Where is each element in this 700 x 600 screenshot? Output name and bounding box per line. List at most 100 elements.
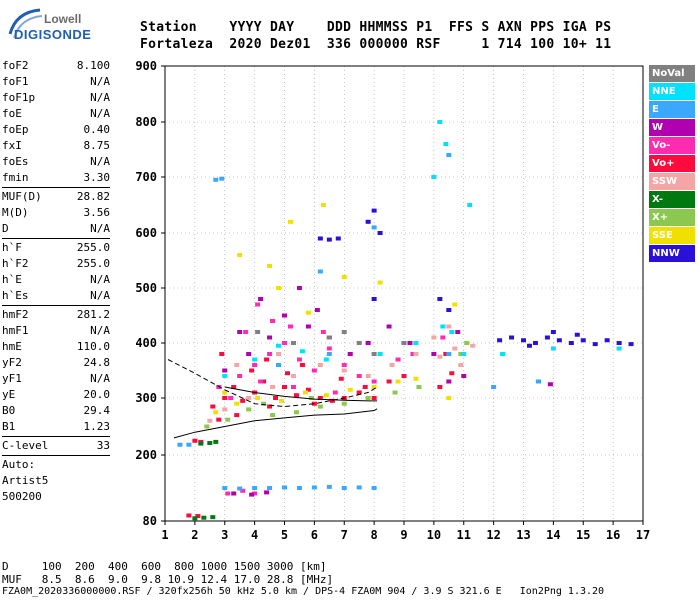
data-point-sse <box>276 286 282 290</box>
data-point-noval <box>401 341 407 345</box>
param-value: 281.2 <box>76 308 110 321</box>
data-point-x <box>317 404 323 409</box>
data-point-nne <box>437 120 443 124</box>
x-tick-label: 6 <box>311 528 318 542</box>
data-point-x <box>458 352 464 356</box>
data-point-vo <box>243 330 249 334</box>
data-point-nnw <box>521 338 526 343</box>
param-value: 28.82 <box>76 190 110 203</box>
y-tick-label: 900 <box>135 59 157 73</box>
data-point-vo <box>186 513 192 518</box>
param-row: h`E N/A <box>2 272 110 288</box>
data-point-nne <box>323 357 329 362</box>
data-point-vo <box>395 357 401 362</box>
param-label: yF2 <box>2 356 22 369</box>
data-point-vo <box>192 438 198 443</box>
data-point-nnw <box>526 343 532 348</box>
param-row: yF1 N/A <box>2 371 110 387</box>
polarization-legend: NoVal NNE E W Vo- Vo+ SSW X- X+ SSE NNW <box>649 65 695 263</box>
data-point-sse <box>452 302 458 307</box>
param-value: 24.8 <box>83 356 111 369</box>
data-point-ssw <box>246 396 252 400</box>
data-point-vo <box>293 393 299 398</box>
footer-d-line: D 100 200 400 600 800 1000 1500 3000 [km… <box>2 560 327 573</box>
param-label: D <box>2 222 9 235</box>
data-point-x <box>225 417 231 422</box>
data-point-vo <box>341 363 347 367</box>
param-row: C-level 33 <box>2 438 110 454</box>
data-point-vo <box>231 385 237 389</box>
legend-item-nne: NNE <box>649 83 695 101</box>
data-point-w <box>365 341 371 345</box>
y-tick-label: 400 <box>135 336 157 350</box>
x-tick-label: 3 <box>221 528 228 542</box>
param-row: foF1 N/A <box>2 74 110 90</box>
data-point-vo <box>356 374 362 378</box>
param-row: foEs N/A <box>2 154 110 170</box>
data-point-e <box>222 486 228 490</box>
data-point-vo <box>299 363 305 367</box>
param-row: hmE 110.0 <box>2 339 110 355</box>
data-point-sse <box>347 387 353 392</box>
data-point-ssw <box>207 418 213 423</box>
data-point-vo <box>261 379 267 384</box>
data-point-vo <box>267 404 273 409</box>
data-point-e <box>213 177 219 182</box>
data-point-nnw <box>371 208 377 213</box>
data-point-w <box>314 308 320 312</box>
data-point-ssw <box>452 346 458 351</box>
param-value: 8.75 <box>83 139 111 152</box>
param-label: foEp <box>2 123 29 136</box>
data-point-sse <box>305 310 311 315</box>
data-point-x <box>246 407 252 412</box>
data-point-ssw <box>470 343 476 348</box>
param-label: foEs <box>2 155 29 168</box>
param-row: foE N/A <box>2 106 110 122</box>
data-point-nne <box>461 352 467 356</box>
data-point-ssw <box>365 374 371 378</box>
param-row: foEp 0.40 <box>2 122 110 138</box>
data-point-e <box>535 379 541 384</box>
data-point-vo <box>240 398 246 403</box>
param-value: N/A <box>90 372 110 385</box>
data-point-x <box>464 341 470 345</box>
param-value: 255.0 <box>76 241 110 254</box>
data-point-e <box>326 484 332 489</box>
data-point-nnw <box>532 341 538 345</box>
param-row: hmF1 N/A <box>2 323 110 339</box>
data-point-w <box>305 324 311 329</box>
data-point-ssw <box>431 335 437 340</box>
param-row: MUF(D) 28.82 <box>2 189 110 205</box>
data-point-vo <box>267 352 273 356</box>
header-values: Fortaleza 2020 Dez01 336 000000 RSF 1 71… <box>140 37 612 52</box>
param-row: D N/A <box>2 221 110 237</box>
data-point-w <box>461 374 467 378</box>
data-point-nnw <box>446 308 452 312</box>
x-tick-label: 12 <box>486 528 500 542</box>
param-label: hmF2 <box>2 308 29 321</box>
data-point-nnw <box>544 335 550 340</box>
data-point-x <box>392 390 398 395</box>
data-point-vo <box>326 346 332 351</box>
data-point-vo <box>240 488 246 493</box>
logo-arc-icon <box>8 8 43 39</box>
data-point-sse <box>222 390 228 395</box>
logo-digisonde: DIGISONDE <box>14 27 92 42</box>
data-point-vo <box>258 379 264 384</box>
data-point-sse <box>413 376 419 381</box>
x-tick-label: 9 <box>400 528 407 542</box>
x-tick-label: 17 <box>636 528 650 542</box>
param-separator <box>2 436 110 437</box>
data-point-x <box>416 385 422 389</box>
data-point-nne <box>500 352 506 356</box>
data-point-w <box>386 324 392 329</box>
data-point-nnw <box>604 338 610 343</box>
data-point-vo <box>371 396 377 400</box>
logo-lowell: Lowell <box>44 12 82 26</box>
legend-item-ssw: SSW <box>649 173 695 191</box>
data-point-nnw <box>326 237 332 242</box>
data-point-w <box>547 382 553 387</box>
param-value: N/A <box>90 75 110 88</box>
